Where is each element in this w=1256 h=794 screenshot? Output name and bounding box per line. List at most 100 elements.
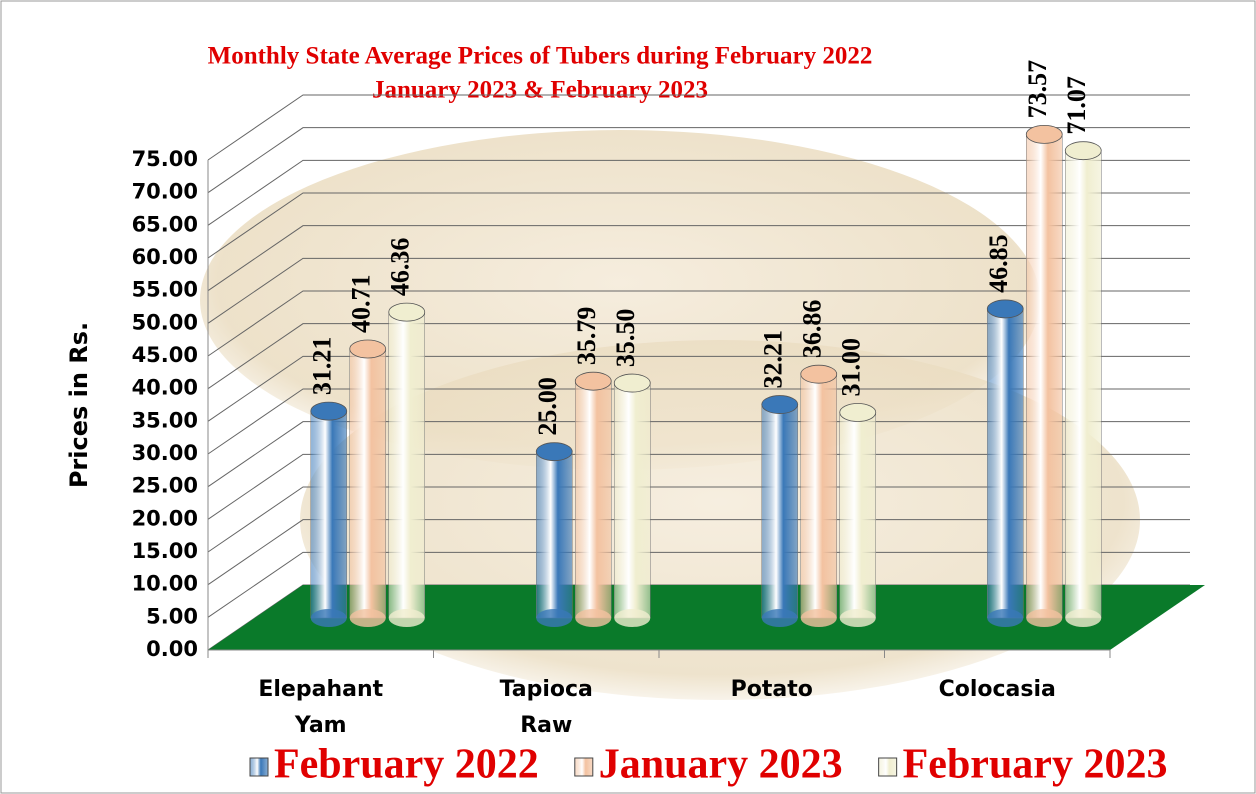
x-tick-label: Potato	[731, 677, 813, 702]
bar	[388, 302, 426, 627]
bar	[1025, 124, 1063, 627]
legend-swatch	[249, 757, 269, 777]
grid-line	[207, 453, 1190, 520]
bar-base	[800, 609, 837, 627]
grid-line	[207, 519, 1190, 586]
bar-base	[987, 609, 1024, 627]
floor	[208, 585, 1205, 650]
data-label: 36.86	[798, 300, 827, 359]
grid-line	[207, 257, 1190, 324]
legend-swatch	[878, 757, 898, 777]
bar	[574, 371, 612, 627]
data-label: 46.85	[984, 234, 1013, 293]
bar-top	[613, 373, 651, 393]
chart-title: January 2023 & February 2023	[372, 77, 708, 104]
grid-line	[207, 159, 1190, 226]
bar-body	[349, 348, 386, 619]
bar-body	[575, 380, 612, 619]
x-tick-label: Elepahant Yam	[258, 677, 383, 738]
bar-base	[388, 609, 425, 627]
bar-body	[761, 404, 798, 619]
legend-label: January 2023	[599, 742, 843, 788]
legend-label: February 2023	[903, 742, 1168, 788]
y-tick-label: 20.00	[132, 506, 198, 530]
data-label: 25.00	[533, 377, 562, 436]
chart-title: Monthly State Average Prices of Tubers d…	[208, 43, 873, 70]
bar-base	[575, 609, 612, 627]
y-tick-label: 65.00	[132, 212, 198, 236]
y-tick-label: 55.00	[132, 278, 198, 302]
y-tick-label: 35.00	[132, 408, 198, 432]
grid-line	[207, 192, 1190, 259]
bar-top	[574, 371, 612, 391]
y-tick-label: 75.00	[132, 147, 198, 171]
data-label: 31.00	[837, 338, 866, 397]
data-label: 40.71	[347, 275, 376, 334]
bar-base	[1026, 609, 1063, 627]
legend-swatch	[574, 757, 594, 777]
bar	[613, 373, 651, 627]
y-tick-label: 45.00	[132, 343, 198, 367]
bar-base	[839, 609, 876, 627]
data-label: 31.21	[308, 337, 337, 396]
grid-line	[207, 486, 1190, 553]
bar	[839, 403, 877, 627]
data-label: 46.36	[386, 238, 415, 297]
legend-label: February 2022	[274, 742, 539, 788]
bar-top	[535, 442, 573, 462]
grid-line	[207, 94, 1190, 161]
y-axis-label: Prices in Rs.	[65, 322, 93, 488]
bar-top	[761, 395, 799, 414]
bar	[310, 401, 348, 627]
bar-base	[614, 609, 651, 627]
bar-base	[536, 609, 573, 627]
y-tick-label: 60.00	[132, 245, 198, 269]
bar	[349, 339, 387, 627]
bar-top	[1025, 124, 1063, 144]
bar-base	[349, 609, 386, 627]
bar-body	[1026, 134, 1063, 619]
bar-base	[761, 609, 798, 627]
grid-line	[207, 551, 1190, 618]
bar-body	[388, 311, 425, 619]
bar-top	[986, 299, 1024, 319]
bar-body	[310, 410, 347, 619]
bar-base	[1065, 609, 1102, 627]
bar	[535, 442, 573, 627]
bar	[800, 364, 838, 627]
y-tick-label: 40.00	[132, 376, 198, 400]
y-tick-label: 10.00	[132, 572, 198, 596]
bar	[1064, 141, 1102, 627]
x-tick-label: Colocasia	[939, 677, 1056, 702]
bar-body	[1065, 150, 1102, 619]
bar-body	[800, 373, 837, 619]
bar-body	[614, 382, 651, 619]
grid-line	[207, 323, 1190, 390]
y-tick-label: 30.00	[132, 441, 198, 465]
bar-top	[839, 403, 877, 422]
data-label: 35.79	[572, 307, 601, 366]
x-tick-label: Tapioca Raw	[500, 677, 593, 738]
grid-line	[207, 225, 1190, 292]
data-label: 35.50	[611, 309, 640, 368]
data-label: 71.07	[1062, 76, 1091, 135]
grid-line	[207, 355, 1190, 422]
y-tick-label: 0.00	[146, 637, 198, 661]
bar-body	[839, 412, 876, 619]
grid-line	[207, 421, 1190, 488]
bar-top	[349, 339, 387, 359]
y-tick-label: 5.00	[146, 604, 198, 628]
y-tick-label: 25.00	[132, 474, 198, 498]
grid-line	[207, 388, 1190, 455]
y-tick-label: 70.00	[132, 180, 198, 204]
y-tick-label: 15.00	[132, 539, 198, 563]
data-label: 73.57	[1023, 60, 1052, 119]
bar-top	[800, 364, 838, 384]
bar-top	[388, 302, 426, 322]
bar	[761, 395, 799, 627]
bar-top	[310, 401, 348, 421]
y-tick-label: 50.00	[132, 310, 198, 334]
grid-line	[207, 290, 1190, 357]
bar-base	[310, 609, 347, 627]
